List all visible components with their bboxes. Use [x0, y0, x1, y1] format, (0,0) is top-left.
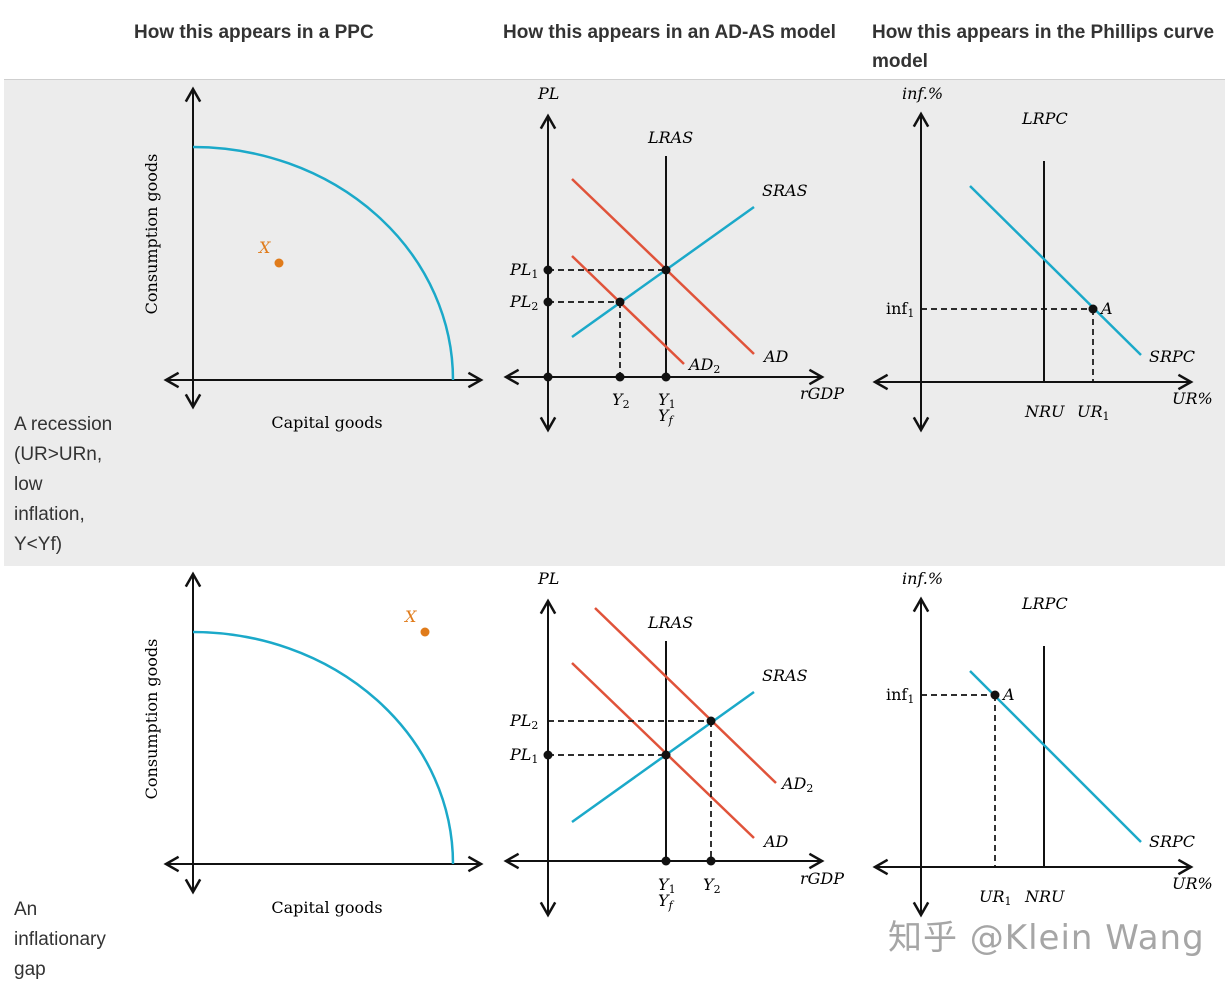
- row-label-recession: A recession (UR>URn, low inflation, Y<Yf…: [14, 410, 112, 560]
- row-1-background: [4, 80, 1225, 566]
- header-divider: [4, 79, 1225, 80]
- point-pl1: [543, 750, 553, 760]
- lrpc-label: LRPC: [1021, 594, 1068, 613]
- ppc-y-label: Consumption goods: [142, 639, 161, 800]
- point-equilibrium-2: [615, 297, 625, 307]
- lrpc-label: LRPC: [1021, 109, 1068, 128]
- ad2-label: AD2: [780, 774, 813, 795]
- y2-label: Y2: [703, 875, 721, 896]
- inf1-label: inf1: [886, 299, 914, 320]
- adas-y-label: PL: [537, 569, 559, 588]
- ppc-curve: [192, 630, 455, 865]
- yf-label: Yf: [658, 406, 675, 427]
- ppc-y-label: Consumption goods: [142, 154, 161, 315]
- ad-curve: [571, 178, 755, 355]
- watermark: 知乎 @Klein Wang: [888, 918, 1205, 958]
- srpc-curve: [969, 670, 1142, 843]
- point-a-label: A: [1001, 685, 1015, 704]
- row-label-line: inflationary: [14, 929, 106, 950]
- ad2-curve: [571, 255, 685, 365]
- point-equilibrium-1: [661, 750, 671, 760]
- adas-y-label: PL: [537, 84, 559, 103]
- phillips-diagram-recession: inf.% UR% LRPC SRPC A inf1 NRU UR1: [872, 84, 1213, 433]
- pl2-label: PL2: [509, 711, 538, 732]
- point-pl2: [543, 297, 553, 307]
- point-y2: [615, 372, 625, 382]
- point-x-label: X: [403, 607, 417, 626]
- header-adas: How this appears in an AD-AS model: [503, 22, 836, 43]
- ad-curve: [571, 662, 755, 839]
- sras-label: SRAS: [762, 181, 808, 200]
- adas-diagram-recession: PL rGDP LRAS SRAS AD AD2 PL1 PL2 Y2 Y1 Y…: [503, 84, 844, 433]
- point-equilibrium-2: [706, 716, 716, 726]
- row-label-line: A recession: [14, 414, 113, 435]
- point-x: [274, 258, 284, 268]
- ad2-label: AD2: [687, 355, 720, 376]
- y1-label: Y1: [658, 390, 676, 411]
- lras-label: LRAS: [647, 613, 693, 632]
- row-label-line: (UR>URn,: [14, 444, 103, 465]
- point-origin: [543, 372, 553, 382]
- ur1-label: UR1: [1077, 402, 1110, 423]
- nru-label: NRU: [1024, 402, 1065, 421]
- adas-x-label: rGDP: [800, 384, 844, 403]
- lras-label: LRAS: [647, 128, 693, 147]
- srpc-label: SRPC: [1149, 832, 1195, 851]
- point-pl1: [543, 265, 553, 275]
- srpc-curve: [969, 185, 1142, 356]
- srpc-label: SRPC: [1149, 347, 1195, 366]
- point-a: [1088, 304, 1098, 314]
- ppc-x-label: Capital goods: [271, 413, 382, 432]
- point-y1: [661, 856, 671, 866]
- adas-diagram-inflationary-gap: PL rGDP LRAS SRAS AD AD2 PL2 PL1 Y1 Yf Y…: [503, 569, 844, 918]
- point-equilibrium-1: [661, 265, 671, 275]
- header-phillips: How this appears in the Phillips curve m…: [872, 22, 1215, 72]
- phillips-x-label: UR%: [1172, 389, 1213, 408]
- phillips-x-label: UR%: [1172, 874, 1213, 893]
- ad-label: AD: [762, 347, 789, 366]
- adas-x-label: rGDP: [800, 869, 844, 888]
- inf1-label: inf1: [886, 685, 914, 706]
- row-label-line: An: [14, 899, 38, 920]
- pl2-label: PL2: [509, 292, 538, 313]
- ppc-curve: [192, 145, 455, 381]
- phillips-diagram-inflationary-gap: inf.% UR% LRPC SRPC A inf1 UR1 NRU: [872, 569, 1213, 918]
- pl1-label: PL1: [509, 745, 538, 766]
- point-y1: [661, 372, 671, 382]
- ad-label: AD: [762, 832, 789, 851]
- row-label-inflationary-gap: An inflationary gap: [14, 895, 106, 985]
- phillips-y-label: inf.%: [902, 569, 943, 588]
- yf-label: Yf: [658, 891, 675, 912]
- phillips-y-label: inf.%: [902, 84, 943, 103]
- point-a: [990, 690, 1000, 700]
- point-y2: [706, 856, 716, 866]
- sras-label: SRAS: [762, 666, 808, 685]
- row-label-line: Y<Yf): [14, 534, 63, 555]
- ppc-x-label: Capital goods: [271, 898, 382, 917]
- ad2-curve: [594, 607, 777, 784]
- y1-label: Y1: [658, 875, 676, 896]
- point-x: [420, 627, 430, 637]
- ur1-label: UR1: [979, 887, 1012, 908]
- row-label-line: inflation,: [14, 504, 85, 525]
- header-ppc: How this appears in a PPC: [134, 22, 374, 43]
- pl1-label: PL1: [509, 260, 538, 281]
- y2-label: Y2: [612, 390, 630, 411]
- point-x-label: X: [257, 238, 271, 257]
- ppc-diagram-recession: X Capital goods Consumption goods: [142, 86, 484, 432]
- row-label-line: low: [14, 474, 43, 495]
- row-label-line: gap: [14, 959, 46, 980]
- ppc-diagram-inflationary-gap: X Capital goods Consumption goods: [142, 571, 484, 917]
- nru-label: NRU: [1024, 887, 1065, 906]
- point-a-label: A: [1099, 299, 1113, 318]
